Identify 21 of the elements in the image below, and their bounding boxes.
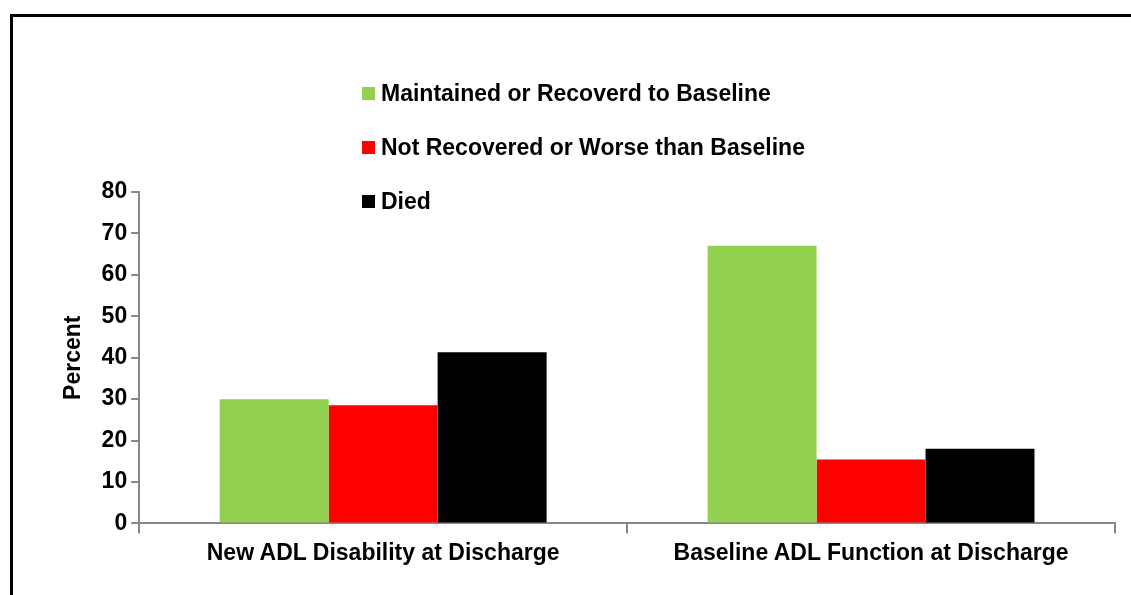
y-axis-title: Percent xyxy=(59,315,86,400)
bar xyxy=(707,245,817,523)
y-tick-label: 50 xyxy=(101,301,128,328)
y-tick-label: 10 xyxy=(101,467,128,494)
y-tick-label: 30 xyxy=(101,384,128,411)
bar xyxy=(219,399,329,523)
y-tick-label: 70 xyxy=(101,218,128,245)
bar xyxy=(925,448,1035,523)
bar xyxy=(816,459,926,523)
bar xyxy=(328,405,438,523)
legend-label: Died xyxy=(381,187,431,215)
y-tick-label: 40 xyxy=(101,343,128,370)
x-tick-label: New ADL Disability at Discharge xyxy=(206,538,560,565)
y-tick-label: 0 xyxy=(114,508,128,535)
x-tick-label: Baseline ADL Function at Discharge xyxy=(673,538,1069,565)
y-tick-label: 60 xyxy=(101,260,128,287)
legend-label: Maintained or Recoverd to Baseline xyxy=(381,79,771,107)
y-tick-label: 80 xyxy=(101,177,128,204)
legend-label: Not Recovered or Worse than Baseline xyxy=(381,133,805,161)
bar xyxy=(437,352,547,523)
y-tick-label: 20 xyxy=(101,425,128,452)
